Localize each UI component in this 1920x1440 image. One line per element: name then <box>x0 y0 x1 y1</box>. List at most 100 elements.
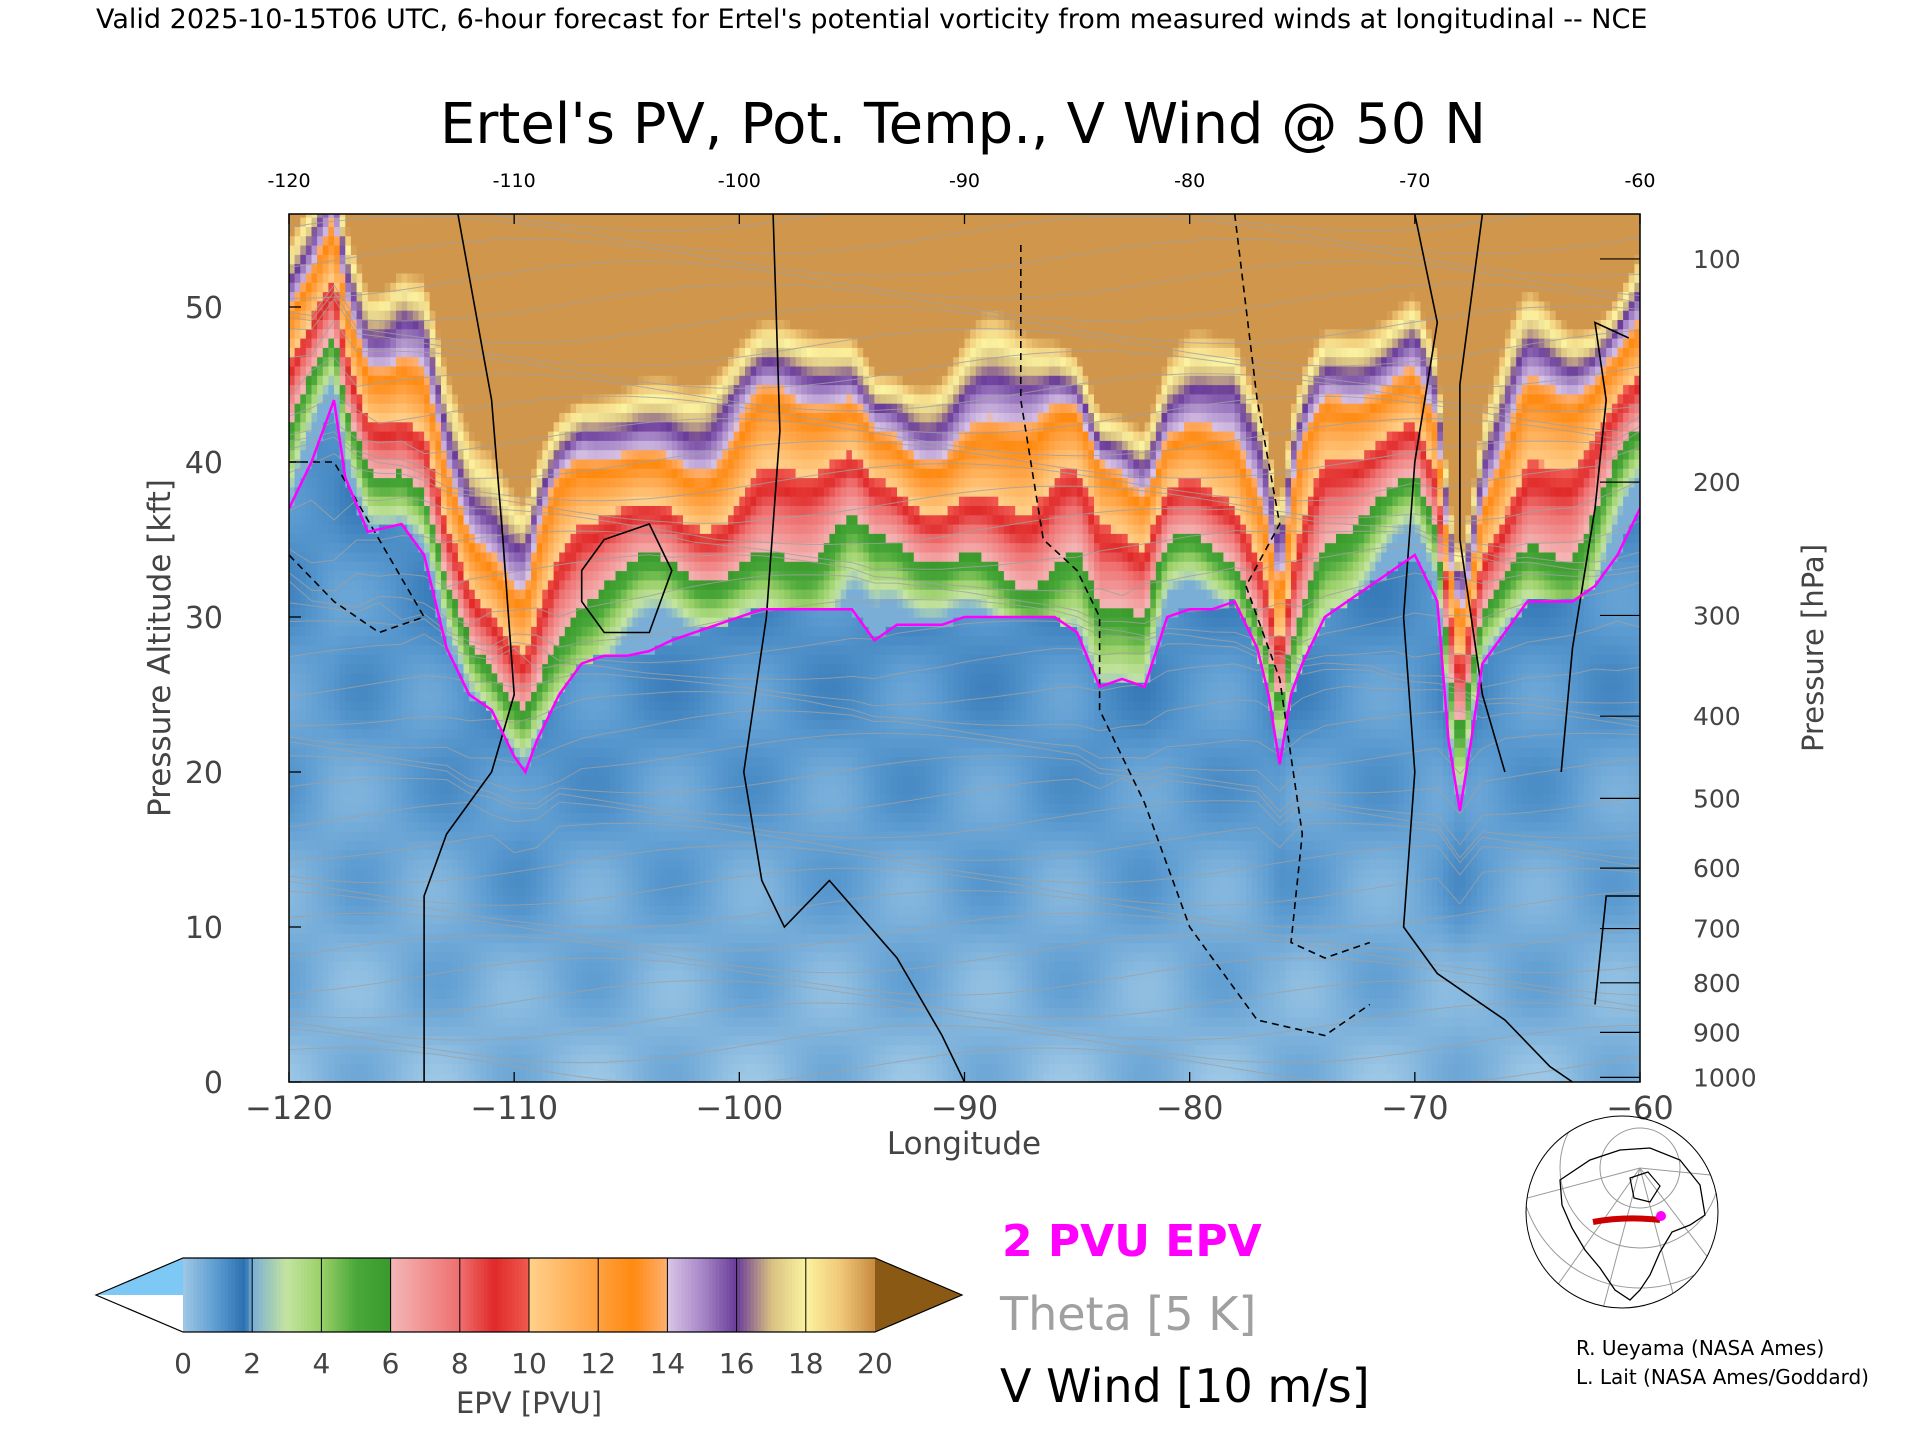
pv-cell <box>514 970 521 981</box>
pv-cell <box>328 356 335 367</box>
pv-cell <box>491 1016 498 1027</box>
pv-cell <box>452 1007 459 1018</box>
pv-cell <box>305 672 313 683</box>
pv-cell <box>367 1035 374 1046</box>
pv-cell <box>457 970 465 981</box>
pv-cell <box>519 737 526 748</box>
pv-cell <box>418 849 425 860</box>
pv-cell <box>457 737 465 748</box>
pv-cell <box>502 533 510 544</box>
pv-cell <box>519 291 526 302</box>
pv-cell <box>294 626 301 637</box>
pv-cell <box>317 1054 324 1064</box>
pv-cell <box>429 254 436 265</box>
pv-cell <box>384 514 391 525</box>
pv-cell <box>362 998 369 1009</box>
pv-cell <box>407 319 414 330</box>
pv-cell <box>305 393 313 404</box>
pv-cell <box>401 1044 408 1055</box>
pv-cell <box>339 672 346 683</box>
pv-cell <box>300 217 307 227</box>
pv-cell <box>328 914 335 925</box>
pv-cell <box>339 589 346 599</box>
pv-cell <box>457 728 465 739</box>
pv-cell <box>474 942 481 953</box>
pv-cell <box>379 393 386 404</box>
pv-cell <box>531 989 538 999</box>
pv-cell <box>390 821 397 832</box>
pv-cell <box>457 979 465 990</box>
pv-cell <box>384 830 391 841</box>
pv-cell <box>542 812 549 823</box>
pv-cell <box>469 551 476 562</box>
pv-cell <box>525 905 532 916</box>
pv-cell <box>547 979 555 990</box>
pv-cell <box>581 393 588 404</box>
pv-cell <box>559 1054 566 1064</box>
pv-cell <box>514 1063 521 1074</box>
pv-cell <box>418 1035 425 1046</box>
pv-cell <box>469 654 476 665</box>
pv-cell <box>553 263 560 274</box>
pv-cell <box>519 896 526 906</box>
pv-cell <box>480 1072 487 1082</box>
pv-cell <box>401 1063 408 1074</box>
pv-cell <box>508 263 515 274</box>
pv-cell <box>553 663 560 674</box>
pv-cell <box>379 347 386 358</box>
pv-cell <box>457 700 465 711</box>
pv-cell <box>367 989 374 999</box>
pv-cell <box>457 682 465 692</box>
pv-cell <box>390 784 397 795</box>
pv-cell <box>367 542 374 553</box>
pv-cell <box>429 449 436 460</box>
pv-cell <box>334 998 341 1009</box>
pv-cell <box>581 514 588 525</box>
pv-cell <box>384 347 391 358</box>
pv-cell <box>396 933 403 944</box>
pv-cell <box>305 245 313 255</box>
pv-cell <box>480 328 487 339</box>
pv-cell <box>379 338 386 348</box>
pv-cell <box>390 477 397 488</box>
pv-cell <box>536 849 543 860</box>
pv-cell <box>536 319 543 330</box>
pv-cell <box>345 570 352 581</box>
pv-cell <box>396 719 403 730</box>
pv-cell <box>491 868 498 878</box>
pv-cell <box>491 365 498 376</box>
pv-cell <box>424 626 431 637</box>
pv-cell <box>469 579 476 590</box>
pv-cell <box>311 905 318 916</box>
pv-cell <box>401 998 408 1009</box>
pv-cell <box>311 598 318 609</box>
pv-cell <box>452 682 459 692</box>
pv-cell <box>486 1054 493 1064</box>
pv-cell <box>564 263 571 274</box>
pv-cell <box>469 719 476 730</box>
pv-cell <box>367 245 374 255</box>
pv-cell <box>407 356 414 367</box>
pv-cell <box>536 561 543 572</box>
pv-cell <box>519 663 526 674</box>
pv-cell <box>525 775 532 785</box>
pv-cell <box>300 868 307 878</box>
pv-cell <box>311 570 318 581</box>
pv-cell <box>497 1007 504 1018</box>
pv-cell <box>317 598 324 609</box>
pv-cell <box>463 933 470 944</box>
pv-cell <box>418 886 425 897</box>
pv-cell <box>457 282 465 293</box>
pv-cell <box>373 728 380 739</box>
pv-cell <box>356 756 363 767</box>
pv-cell <box>491 821 498 832</box>
pv-cell <box>412 765 419 776</box>
pv-cell <box>570 691 577 702</box>
pv-cell <box>497 784 504 795</box>
pv-cell <box>531 682 538 692</box>
pv-cell <box>384 226 391 237</box>
pv-cell <box>429 421 436 432</box>
pv-cell <box>446 496 453 506</box>
pv-cell <box>317 849 324 860</box>
pv-cell <box>446 691 453 702</box>
